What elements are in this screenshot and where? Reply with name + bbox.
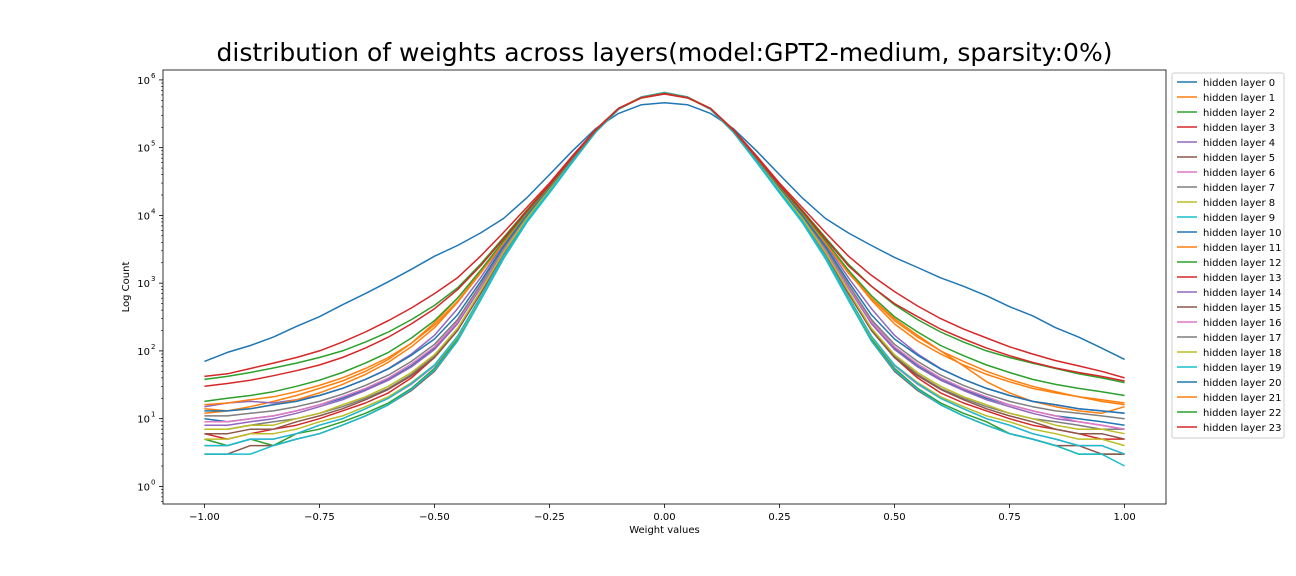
y-tick-label: 10 <box>137 279 150 290</box>
series-line-23 <box>204 92 1125 388</box>
series-line-22 <box>204 92 1125 403</box>
x-tick-label: 1.00 <box>1113 512 1135 523</box>
legend-label: hidden layer 5 <box>1203 153 1275 164</box>
x-tick-label: 0.00 <box>653 512 675 523</box>
y-tick-label: 10 <box>137 76 150 87</box>
series-line-17 <box>204 92 1125 420</box>
y-axis-label: Log Count <box>121 262 132 313</box>
legend-label: hidden layer 19 <box>1203 363 1281 374</box>
series-lines <box>204 91 1125 467</box>
legend-label: hidden layer 0 <box>1203 78 1275 89</box>
y-tick-exponent: 2 <box>151 343 155 351</box>
legend-box <box>1171 72 1285 439</box>
x-tick-label: −0.75 <box>304 512 335 523</box>
series-line-0 <box>204 101 1125 363</box>
legend-label: hidden layer 10 <box>1203 228 1281 239</box>
y-tick-exponent: 0 <box>151 478 155 486</box>
legend-label: hidden layer 12 <box>1203 258 1281 269</box>
x-tick-label: 0.25 <box>768 512 790 523</box>
series-line-3 <box>204 92 1125 440</box>
x-tick-label: −0.50 <box>419 512 450 523</box>
series-line-14 <box>204 92 1125 430</box>
legend-label: hidden layer 14 <box>1203 288 1281 299</box>
legend-label: hidden layer 11 <box>1203 243 1281 254</box>
legend: hidden layer 0 hidden layer 1 hidden layer… <box>1171 72 1285 439</box>
x-axis: −1.00 −0.75 −0.50 −0.25 0.00 0.25 0.50 0.75 1.00 <box>189 504 1136 523</box>
legend-label: hidden layer 13 <box>1203 273 1281 284</box>
y-tick-exponent: 1 <box>151 411 155 419</box>
chart-title: distribution of weights across layers(mo… <box>216 38 1113 67</box>
x-tick-label: 0.50 <box>883 512 905 523</box>
series-line-10 <box>204 92 1125 426</box>
series-line-13 <box>204 93 1125 379</box>
y-tick-label: 10 <box>137 144 150 155</box>
legend-label: hidden layer 2 <box>1203 108 1275 119</box>
y-tick-label: 10 <box>137 415 150 426</box>
y-tick-label: 10 <box>137 347 150 358</box>
series-line-8 <box>204 91 1125 447</box>
legend-label: hidden layer 21 <box>1203 393 1281 404</box>
legend-label: hidden layer 23 <box>1203 423 1281 434</box>
legend-label: hidden layer 20 <box>1203 378 1281 389</box>
legend-label: hidden layer 4 <box>1203 138 1275 149</box>
y-tick-exponent: 6 <box>151 72 156 80</box>
legend-label: hidden layer 16 <box>1203 318 1281 329</box>
legend-label: hidden layer 8 <box>1203 198 1275 209</box>
legend-label: hidden layer 9 <box>1203 213 1275 224</box>
y-tick-exponent: 5 <box>151 140 155 148</box>
legend-label: hidden layer 6 <box>1203 168 1275 179</box>
y-tick-exponent: 3 <box>151 275 155 283</box>
legend-label: hidden layer 7 <box>1203 183 1275 194</box>
plot-frame <box>162 69 1167 505</box>
x-tick-label: −1.00 <box>189 512 220 523</box>
legend-label: hidden layer 15 <box>1203 303 1281 314</box>
legend-label: hidden layer 22 <box>1203 408 1281 419</box>
legend-label: hidden layer 1 <box>1203 93 1275 104</box>
y-tick-label: 10 <box>137 482 150 493</box>
legend-label: hidden layer 18 <box>1203 348 1281 359</box>
series-line-12 <box>204 92 1125 384</box>
y-tick-label: 10 <box>137 211 150 222</box>
legend-label: hidden layer 3 <box>1203 123 1275 134</box>
series-line-15 <box>204 92 1125 440</box>
series-line-9 <box>204 91 1125 467</box>
series-line-16 <box>204 92 1125 430</box>
x-axis-label: Weight values <box>629 525 700 536</box>
x-tick-label: 0.75 <box>998 512 1020 523</box>
legend-label: hidden layer 17 <box>1203 333 1281 344</box>
series-line-7 <box>204 92 1125 430</box>
x-tick-label: −0.25 <box>534 512 565 523</box>
y-tick-exponent: 4 <box>151 207 156 215</box>
